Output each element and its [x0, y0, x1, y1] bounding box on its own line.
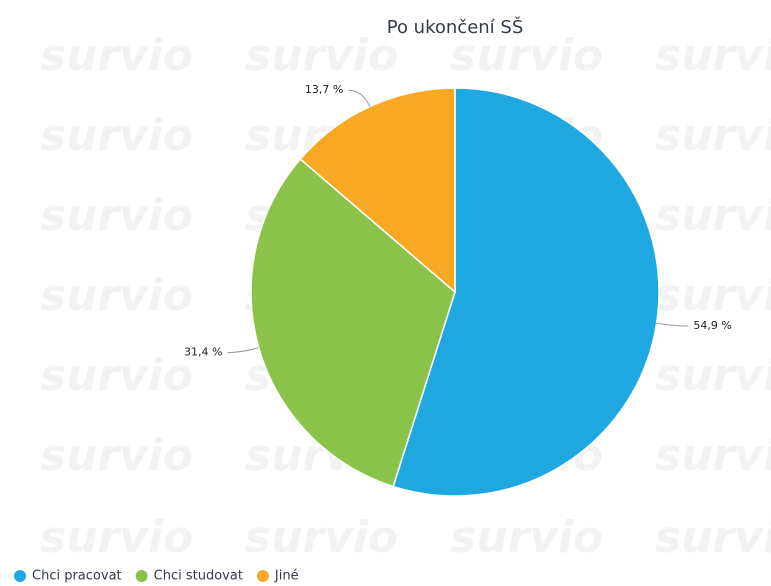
leader-line: [227, 347, 259, 354]
legend-label: Jiné: [274, 569, 299, 584]
legend-label: Chci studovat: [154, 569, 243, 584]
watermark: survio: [655, 430, 771, 481]
watermark: survio: [40, 30, 193, 81]
legend-marker: [256, 570, 269, 582]
watermark: survio: [655, 512, 771, 563]
watermark: survio: [655, 190, 771, 241]
data-label: 13,7 %: [305, 83, 343, 96]
watermark: survio: [655, 30, 771, 81]
watermark: survio: [655, 350, 771, 401]
leader-line: [348, 89, 371, 107]
watermark: survio: [655, 110, 771, 161]
data-label: 31,4 %: [184, 346, 222, 359]
chart-title: Po ukončení SŠ: [387, 16, 524, 38]
watermark: survio: [40, 190, 193, 241]
watermark: survio: [450, 30, 603, 81]
watermark: survio: [655, 270, 771, 321]
watermark: survio: [40, 430, 193, 481]
pie-slice: [299, 87, 456, 294]
leader-line: [656, 322, 689, 327]
legend-marker: [135, 570, 148, 582]
data-label: 54,9 %: [693, 319, 731, 332]
pie: 54,9 % 31,4 % 13,7 %: [184, 83, 732, 497]
watermark: survio: [40, 110, 193, 161]
watermark: survio: [40, 512, 193, 563]
legend-label: Chci pracovat: [32, 569, 122, 584]
legend: Chci pracovat Chci studovat Jiné: [14, 569, 299, 584]
watermark-layer: survio survio survio survio survio survio surv…: [40, 30, 771, 563]
watermark: survio: [245, 30, 398, 81]
watermark: survio: [245, 512, 398, 563]
legend-marker: [14, 570, 26, 582]
watermark: survio: [40, 350, 193, 401]
watermark: survio: [40, 270, 193, 321]
pie-slice: [392, 87, 660, 497]
watermark: survio: [450, 512, 603, 563]
